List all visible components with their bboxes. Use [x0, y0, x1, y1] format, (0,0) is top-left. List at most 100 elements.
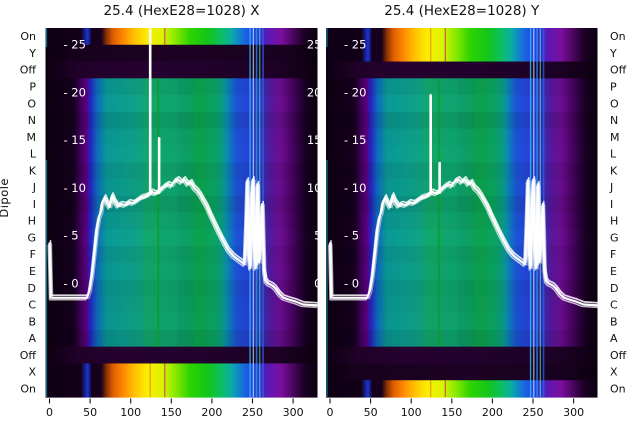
- x-tick-label-150: 150: [161, 406, 182, 419]
- dipole-label-left-h-11: H: [28, 215, 36, 228]
- inner-ytick-left-5: - 5: [344, 229, 359, 243]
- x-tick-label-300: 300: [283, 406, 304, 419]
- dipole-label-right-e-14: E: [610, 265, 617, 278]
- x-tick-label-300: 300: [563, 406, 584, 419]
- heatmap-row-n-5: [326, 111, 598, 130]
- row-shade: [326, 296, 598, 314]
- row-shade: [326, 263, 598, 280]
- intensity-curve-trace-2: [328, 180, 598, 309]
- dipole-label-left-j-9: J: [32, 181, 36, 194]
- x-tick-label-0: 0: [327, 406, 334, 419]
- heatmap-row-o-4: [45, 95, 318, 113]
- inner-ytick-left-15: - 15: [344, 133, 366, 147]
- inner-ytick-right-10: 10: [307, 181, 322, 195]
- heatmap-row-off-19: [45, 346, 318, 365]
- dipole-label-right-k-8: K: [610, 164, 618, 177]
- x-tick-label-0: 0: [46, 406, 53, 419]
- heatmap-row-o-4: [326, 95, 598, 113]
- dipole-label-right-i-10: I: [610, 198, 613, 211]
- heatmap-row-off-2: [326, 61, 598, 79]
- dipole-label-left-p-3: P: [29, 81, 36, 94]
- dipole-label-right-a-18: A: [610, 332, 618, 345]
- row-shade: [46, 263, 318, 280]
- row-shade: [45, 195, 318, 214]
- x-tick-label-200: 200: [201, 406, 222, 419]
- dipole-label-left-on-21: On: [20, 382, 36, 395]
- heatmap-row-p-3: [326, 78, 598, 96]
- heatmap-row-x-20: [45, 363, 318, 381]
- heatmap-row-on-0: [326, 28, 598, 46]
- row-shade: [326, 246, 598, 264]
- dipole-label-left-b-17: B: [28, 315, 36, 328]
- dipole-label-left-y-1: Y: [28, 47, 36, 60]
- row-shade: [45, 162, 318, 180]
- inner-ytick-right-25: 25: [307, 38, 322, 52]
- intensity-curve-trace-2: [47, 180, 318, 309]
- row-shade: [326, 111, 598, 130]
- inner-ytick-left-10: - 10: [344, 181, 366, 195]
- panel-x: - 25 25 - 20 20 - 15 15 - 10 10 - 5 5 - 0 0 0 50 100 15…: [45, 28, 322, 419]
- dipole-label-right-h-11: H: [610, 215, 618, 228]
- heatmap-row-on-0: [45, 28, 318, 46]
- dipole-label-left-on-0: On: [20, 30, 36, 43]
- inner-ytick-left-0: - 0: [344, 276, 359, 290]
- row-shade: [326, 212, 598, 230]
- dipole-label-right-j-9: J: [609, 181, 613, 194]
- x-tick-label-50: 50: [364, 406, 378, 419]
- dipole-label-left-n-5: N: [28, 114, 36, 127]
- row-shade: [326, 329, 598, 348]
- dipole-label-left-a-18: A: [28, 332, 36, 345]
- inner-ytick-left-25: - 25: [64, 38, 86, 52]
- heatmap-row-l-7: [45, 145, 318, 163]
- x-tick-label-200: 200: [482, 406, 503, 419]
- dipole-label-right-n-5: N: [610, 114, 618, 127]
- dipole-label-left-l-7: L: [30, 148, 37, 161]
- row-shade: [45, 111, 318, 130]
- inner-ytick-right-0: 0: [314, 276, 321, 290]
- tint-column: [423, 78, 459, 347]
- heatmap-row-k-8: [326, 162, 598, 180]
- x-tick-label-250: 250: [242, 406, 263, 419]
- x-tick-label-150: 150: [441, 406, 462, 419]
- heatmap-row-b-17: [326, 313, 598, 331]
- inner-ytick-left-5: - 5: [64, 229, 79, 243]
- inner-ytick-left-10: - 10: [64, 181, 86, 195]
- inner-ytick-left-25: - 25: [344, 38, 366, 52]
- heatmap-row-g-12: [45, 229, 318, 247]
- heatmap-row-on-21: [45, 380, 318, 398]
- heatmap-row-y-1: [45, 44, 318, 63]
- heatmap-row-c-16: [326, 296, 598, 314]
- intensity-curve-trace-3: [331, 179, 601, 307]
- dipole-label-right-l-7: L: [610, 148, 617, 161]
- x-tick-label-50: 50: [83, 406, 97, 419]
- inner-ytick-left-15: - 15: [64, 133, 86, 147]
- heatmap-row-y-1: [326, 44, 598, 63]
- heatmap-row-l-7: [326, 145, 598, 163]
- row-shade: [326, 313, 598, 330]
- tint-column: [142, 78, 178, 347]
- inner-ytick-left-20: - 20: [344, 85, 366, 99]
- panel-title-y: 25.4 (HexE28=1028) Y: [384, 3, 540, 19]
- row-shade: [45, 78, 318, 96]
- dipole-label-right-on-21: On: [610, 382, 626, 395]
- inner-ytick-right-15: 15: [307, 133, 322, 147]
- intensity-curve-trace-3: [50, 179, 321, 307]
- dipole-label-right-on-0: On: [610, 30, 626, 43]
- heatmap-row-a-18: [326, 329, 598, 348]
- dipole-label-right-d-15: D: [610, 282, 618, 295]
- dipole-label-right-off-2: Off: [610, 64, 627, 77]
- row-shade: [326, 129, 598, 146]
- dipole-label-right-o-4: O: [610, 97, 619, 110]
- heatmap-row-m-6: [326, 128, 598, 147]
- dipole-label-left-off-19: Off: [20, 349, 37, 362]
- dipole-label-right-p-3: P: [610, 81, 617, 94]
- x-tick-label-100: 100: [401, 406, 422, 419]
- heatmap-row-off-2: [45, 61, 318, 79]
- dipole-label-right-c-16: C: [610, 299, 618, 312]
- row-shade: [326, 279, 598, 297]
- heatmap-row-x-20: [326, 363, 598, 381]
- row-shade: [45, 212, 318, 230]
- dipole-label-right-m-6: M: [610, 131, 620, 144]
